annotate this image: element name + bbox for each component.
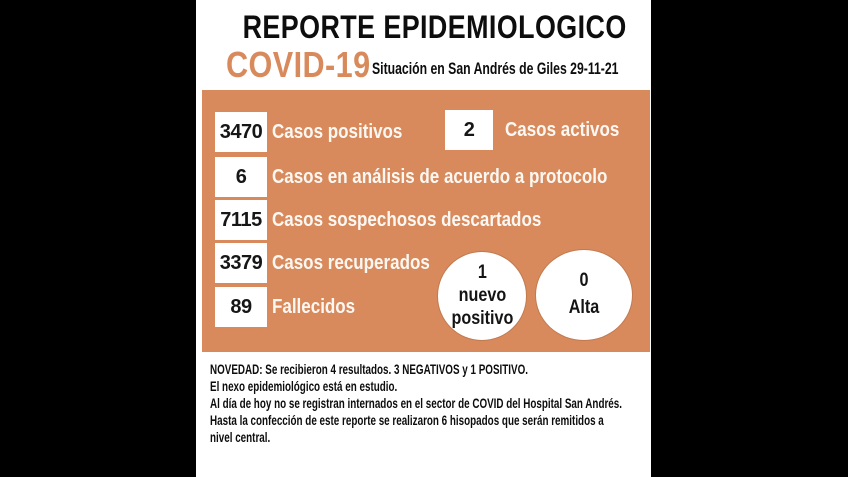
stat-value: 89	[230, 295, 252, 318]
covid-brand-text: COVID-19	[226, 44, 371, 85]
badge-line: 0	[579, 270, 589, 291]
covid-brand: COVID-19	[226, 44, 396, 86]
stat-label-fallecidos: Fallecidos	[272, 296, 356, 318]
notes-line: Hasta la confección de este reporte se r…	[210, 413, 604, 428]
badge-line: nuevo	[458, 285, 506, 306]
stat-value: 2	[463, 118, 475, 141]
stat-label-recuperados: Casos recuperados	[272, 252, 430, 274]
right-letterbox	[651, 0, 848, 477]
stat-label-descartados: Casos sospechosos descartados	[272, 209, 542, 231]
notes-block: NOVEDAD: Se recibieron 4 resultados. 3 N…	[210, 361, 774, 446]
notes-line: Al día de hoy no se registran internados…	[210, 396, 623, 411]
badge-line: positivo	[451, 308, 513, 329]
badge-text: 0 Alta	[569, 250, 600, 321]
stat-value: 7115	[220, 208, 262, 231]
stat-value-box-fallecidos: 89	[215, 287, 267, 327]
badge-text: 1 nuevo positivo	[451, 252, 513, 330]
stats-panel: 3470 Casos positivos 2 Casos activos 6 C…	[202, 90, 650, 352]
stat-value-box-recuperados: 3379	[215, 243, 267, 283]
notes-line: El nexo epidemiológico está en estudio.	[210, 379, 398, 394]
stat-value-box-activos: 2	[445, 110, 493, 150]
stat-value: 6	[235, 165, 247, 188]
badge-line: 1	[477, 262, 487, 283]
left-letterbox	[0, 0, 196, 477]
stat-label-positivos: Casos positivos	[272, 121, 403, 143]
notes-line: NOVEDAD: Se recibieron 4 resultados. 3 N…	[210, 362, 529, 377]
report-title-text: REPORTE EPIDEMIOLOGICO	[242, 9, 627, 45]
report-subtitle-text: Situación en San Andrés de Giles 29-11-2…	[372, 59, 619, 78]
badge-line: Alta	[568, 297, 600, 318]
stat-value-box-descartados: 7115	[215, 200, 267, 240]
report-subtitle: Situación en San Andrés de Giles 29-11-2…	[372, 59, 714, 79]
notes-line: nivel central.	[210, 430, 271, 445]
report-content: REPORTE EPIDEMIOLOGICO COVID-19 Situació…	[196, 0, 651, 477]
stat-label-analisis: Casos en análisis de acuerdo a protocolo	[272, 166, 608, 188]
report-title: REPORTE EPIDEMIOLOGICO	[196, 9, 651, 46]
badge-alta: 0 Alta	[536, 250, 632, 340]
stat-label-activos: Casos activos	[505, 119, 620, 141]
badge-nuevo-positivo: 1 nuevo positivo	[438, 252, 526, 340]
stat-value-box-positivos: 3470	[215, 112, 267, 152]
stat-value: 3379	[219, 251, 263, 274]
stat-value: 3470	[219, 120, 263, 143]
stat-value-box-analisis: 6	[215, 157, 267, 197]
